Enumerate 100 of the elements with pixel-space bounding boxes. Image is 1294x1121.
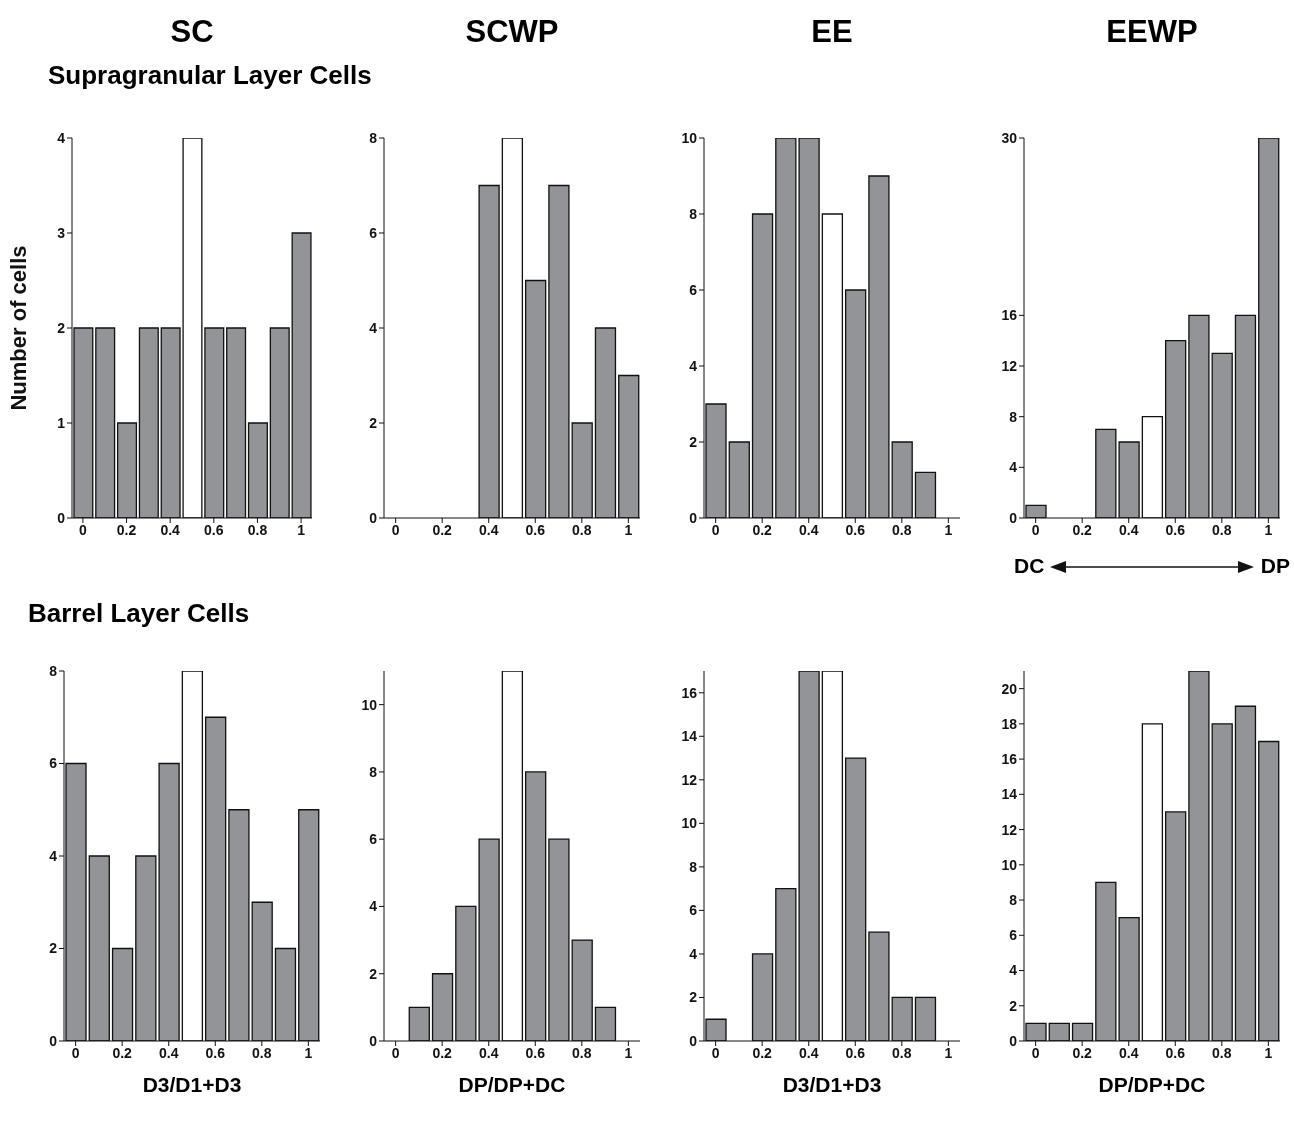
y-tick-label: 4 [689,357,698,374]
y-tick-label: 2 [689,989,698,1006]
x-tick-label: 0.6 [525,1044,546,1061]
y-tick-label: 8 [1009,408,1018,425]
x-tick-label: 0 [79,521,88,538]
x-tick-label: 0.4 [478,1044,499,1061]
y-tick-label: 12 [1001,821,1018,838]
x-tick-label: 0 [1031,521,1040,538]
x-tick-label: 0.8 [1212,521,1232,538]
y-tick-label: 6 [369,224,378,241]
y-tick-label: 20 [1001,680,1018,697]
y-tick-label: 14 [1001,786,1018,803]
chart-title: EEWP [1105,14,1199,50]
x-axis-title: DP/DP+DC [457,1073,567,1097]
x-tick-label: 0.6 [205,1044,226,1061]
x-tick-label: 0.4 [798,1044,819,1061]
x-tick-label: 0.8 [1212,1044,1232,1061]
x-tick-label: 0.6 [1165,1044,1186,1061]
x-tick-label: 0.8 [572,521,592,538]
x-tick-label: 0.2 [116,521,137,538]
chart-title: SC [169,14,215,50]
y-tick-label: 2 [1009,997,1018,1014]
x-tick-label: 0.2 [112,1044,133,1061]
y-tick-label: 4 [689,945,698,962]
x-tick-label: 1 [297,521,306,538]
x-tick-label: 0.8 [247,521,268,538]
y-tick-label: 4 [57,129,66,146]
x-tick-label: 1 [1264,521,1273,538]
y-tick-label: 2 [49,940,58,957]
y-tick-label: 0 [369,1032,378,1049]
chart-title: SCWP [464,14,560,50]
chart-subtitle: Supragranular Layer Cells [48,60,372,91]
text: DP [1260,554,1290,578]
y-tick-label: 4 [369,319,378,336]
x-tick-label: 0.6 [845,1044,866,1061]
y-tick-label: 8 [1009,892,1018,909]
y-tick-label: 2 [369,965,378,982]
y-tick-label: 0 [689,509,698,526]
y-tick-label: 8 [689,205,698,222]
x-tick-label: 1 [944,1044,953,1061]
y-tick-label: 4 [1009,459,1018,476]
y-tick-label: 0 [1009,1032,1018,1049]
x-tick-label: 0.4 [1118,521,1139,538]
y-axis-title: Number of cells [5,245,31,411]
x-tick-label: 0.4 [158,1044,179,1061]
x-axis-title: D3/D1+D3 [781,1073,883,1097]
y-tick-label: 6 [1009,927,1018,944]
y-tick-label: 10 [1001,856,1018,873]
y-tick-label: 10 [681,815,698,832]
y-tick-label: 12 [681,771,698,788]
y-tick-label: 0 [369,509,378,526]
x-tick-label: 0 [391,1044,400,1061]
y-tick-label: 2 [57,319,66,336]
y-tick-label: 2 [369,414,378,431]
x-tick-label: 0 [711,521,720,538]
y-tick-label: 0 [1009,509,1018,526]
x-tick-label: 0 [711,1044,720,1061]
y-tick-label: 8 [369,763,378,780]
y-tick-label: 8 [689,858,698,875]
text: DC [1014,554,1045,578]
chart-title: EE [810,14,854,50]
y-tick-label: 8 [49,662,58,679]
x-tick-label: 0.2 [432,521,453,538]
x-tick-label: 0.4 [798,521,819,538]
x-tick-label: 1 [1264,1044,1273,1061]
x-tick-label: 0.6 [525,521,546,538]
y-tick-label: 6 [689,281,698,298]
y-tick-label: 16 [681,684,698,701]
y-tick-label: 6 [49,755,58,772]
x-tick-label: 0.6 [1165,521,1186,538]
x-tick-label: 0.6 [845,521,866,538]
y-tick-label: 0 [689,1032,698,1049]
x-tick-label: 1 [304,1044,313,1061]
x-tick-label: 0.2 [1072,1044,1093,1061]
x-tick-label: 0.6 [204,521,224,538]
y-tick-label: 12 [1001,357,1018,374]
y-tick-label: 0 [57,509,66,526]
y-tick-label: 16 [1001,307,1018,324]
y-tick-label: 4 [1009,962,1018,979]
x-tick-label: 1 [944,521,953,538]
x-tick-label: 1 [624,1044,633,1061]
y-tick-label: 6 [689,902,698,919]
x-tick-label: 0 [71,1044,80,1061]
x-tick-label: 0.8 [892,521,912,538]
x-tick-label: 0.8 [252,1044,272,1061]
y-tick-label: 6 [369,831,378,848]
x-tick-label: 0.4 [1118,1044,1139,1061]
x-tick-label: 1 [624,521,633,538]
y-tick-label: 2 [689,433,698,450]
x-tick-label: 0.2 [752,521,773,538]
y-tick-label: 14 [681,728,698,745]
x-tick-label: 0.4 [160,521,181,538]
y-tick-label: 1 [57,414,66,431]
y-tick-label: 0 [49,1032,58,1049]
chart-subtitle: Barrel Layer Cells [28,598,250,629]
x-tick-label: 0.8 [892,1044,912,1061]
y-tick-label: 30 [1001,129,1018,146]
x-tick-label: 0.2 [752,1044,773,1061]
y-tick-label: 16 [1001,751,1018,768]
x-tick-label: 0.2 [1072,521,1093,538]
